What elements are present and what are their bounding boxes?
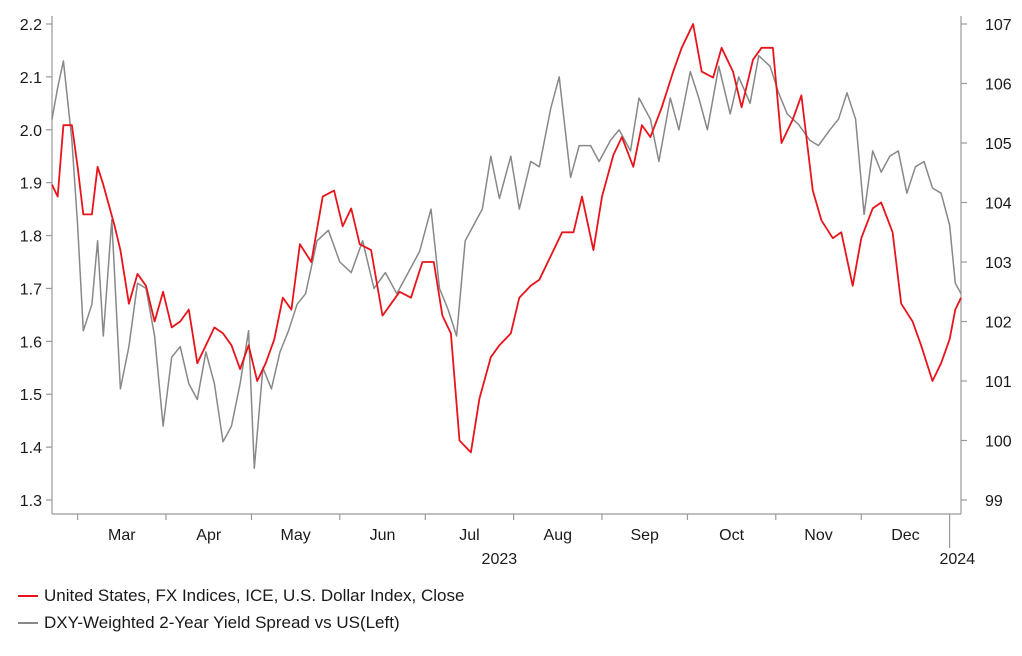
x-axis-year-label: 2024 — [940, 551, 976, 568]
x-axis-month-label: Nov — [804, 527, 832, 544]
right-axis-tick-label: 101 — [985, 374, 1012, 391]
left-axis-tick-label: 1.3 — [20, 493, 42, 510]
right-axis-tick-label: 105 — [985, 136, 1012, 153]
legend-item-usd-index: United States, FX Indices, ICE, U.S. Dol… — [18, 586, 464, 606]
x-axis-month-label: Sep — [630, 527, 659, 544]
x-axis-month-label: Aug — [544, 527, 572, 544]
left-axis-tick-label: 1.6 — [20, 334, 42, 351]
x-axis-month-label: May — [281, 527, 311, 544]
series-line-usd-index — [51, 23, 962, 454]
left-axis-tick-label: 1.4 — [20, 440, 42, 457]
x-axis-month-label: Dec — [891, 527, 919, 544]
right-axis-tick-label: 106 — [985, 77, 1012, 94]
x-axis-month-label: Apr — [196, 527, 222, 544]
x-axis-month-label: Jul — [459, 527, 479, 544]
series-line-yield-spread — [51, 54, 962, 470]
left-axis-tick-label: 1.9 — [20, 176, 42, 193]
left-axis-tick-label: 2.2 — [20, 17, 42, 34]
series-layer — [51, 23, 962, 470]
x-axis-month-label: Jun — [370, 527, 396, 544]
x-axis-month-label: Oct — [719, 527, 744, 544]
right-axis-tick-label: 99 — [985, 493, 1003, 510]
legend-label-yield-spread: DXY-Weighted 2-Year Yield Spread vs US(L… — [44, 613, 400, 632]
axes: 1.3 1.4 1.5 1.6 1.7 1.8 1.9 2.0 2.1 2.2 99 100 101 10… — [20, 16, 1012, 568]
legend-item-yield-spread: DXY-Weighted 2-Year Yield Spread vs US(L… — [18, 613, 400, 633]
left-axis-tick-label: 1.7 — [20, 281, 42, 298]
right-axis-tick-label: 104 — [985, 196, 1012, 213]
x-axis-year-label: 2023 — [482, 551, 518, 568]
left-axis-tick-label: 2.0 — [20, 123, 42, 140]
legend-label-usd-index: United States, FX Indices, ICE, U.S. Dol… — [44, 586, 465, 605]
left-axis-tick-label: 1.8 — [20, 229, 42, 246]
legend-swatch-usd-index — [18, 595, 38, 597]
right-axis-tick-label: 100 — [985, 434, 1012, 451]
left-axis-tick-label: 2.1 — [20, 70, 42, 87]
right-axis-tick-label: 102 — [985, 315, 1012, 332]
x-axis-month-label: Mar — [108, 527, 136, 544]
left-axis-tick-label: 1.5 — [20, 387, 42, 404]
legend-swatch-yield-spread — [18, 622, 38, 624]
right-axis-tick-label: 103 — [985, 255, 1012, 272]
right-axis-tick-label: 107 — [985, 17, 1012, 34]
